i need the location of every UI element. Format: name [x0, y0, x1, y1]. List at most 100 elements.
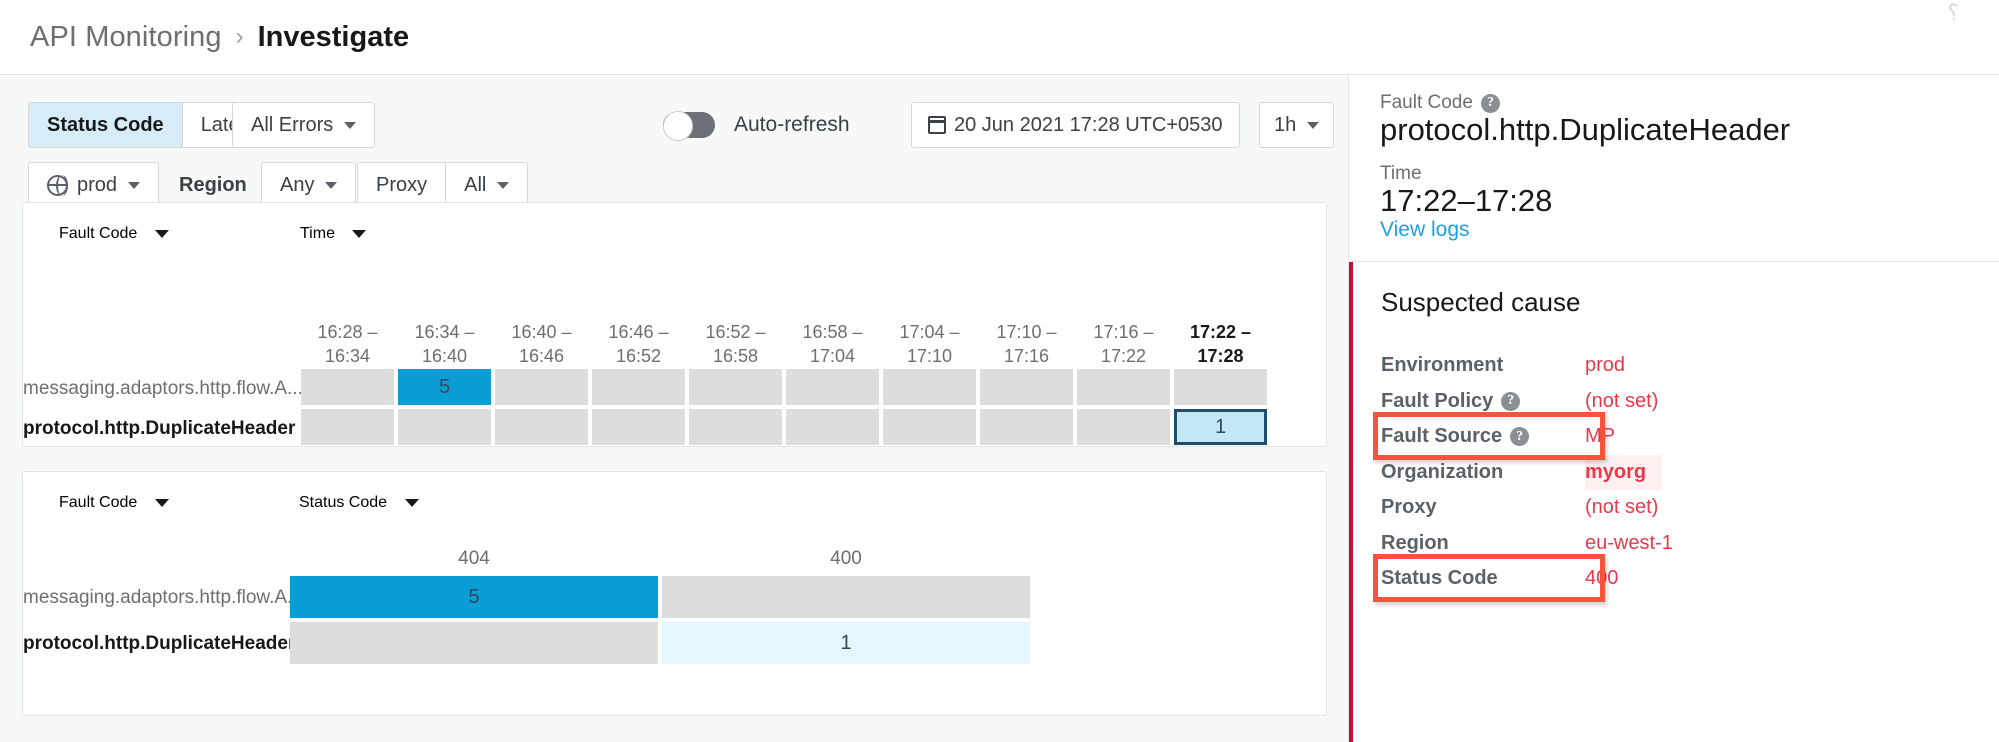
heatmap-cell[interactable] — [592, 409, 685, 445]
auto-refresh-toggle[interactable] — [663, 111, 715, 141]
chevron-down-icon — [404, 499, 419, 507]
chevron-down-icon — [1307, 121, 1320, 129]
time-column-header: 17:04 –17:10 — [899, 322, 960, 367]
status-bar[interactable] — [662, 576, 1030, 618]
highlight-box — [1373, 412, 1605, 460]
detail-fault-code-value: protocol.http.DuplicateHeader — [1380, 112, 1791, 147]
page-title: Investigate — [257, 20, 410, 53]
cause-label: Status Code — [1381, 561, 1498, 596]
heatmap-cell[interactable] — [301, 369, 394, 405]
region-value-label: Any — [280, 173, 315, 196]
heatmap-row-label[interactable]: messaging.adaptors.http.flow.A... — [23, 378, 303, 399]
auto-refresh-label: Auto-refresh — [734, 113, 850, 136]
status-bar[interactable]: 5 — [290, 576, 658, 618]
time-column-header: 16:34 –16:40 — [414, 322, 475, 367]
time-column-header: 16:58 –17:04 — [802, 322, 863, 367]
status-bar-selected[interactable]: 1 — [662, 622, 1030, 664]
cause-value: eu-west-1 — [1585, 531, 1673, 554]
help-icon[interactable]: ? — [1501, 391, 1521, 411]
heatmap-cell[interactable] — [495, 409, 588, 445]
date-range-picker[interactable]: 20 Jun 2021 17:28 UTC+0530 — [911, 102, 1240, 148]
cause-label: Environment — [1381, 348, 1503, 383]
panel-status-row-dimension[interactable]: Fault Code — [59, 494, 169, 512]
cause-value: myorg — [1585, 454, 1663, 490]
environment-dropdown[interactable]: prod — [28, 162, 160, 208]
heatmap-cell[interactable] — [301, 409, 394, 445]
panel-status-col-dimension[interactable]: Status Code — [299, 494, 419, 512]
heatmap-cell[interactable] — [398, 409, 491, 445]
heatmap-cell[interactable] — [883, 409, 976, 445]
view-logs-link[interactable]: View logs — [1380, 218, 1470, 241]
status-bar[interactable] — [290, 622, 658, 664]
time-column-header: 17:22 –17:28 — [1189, 322, 1252, 367]
heatmap-cell[interactable] — [1077, 409, 1170, 445]
cause-label: Fault Policy? — [1381, 384, 1521, 419]
proxy-value-label: All — [464, 173, 487, 196]
heatmap-cell[interactable] — [495, 369, 588, 405]
cause-row: Fault Policy? (not set) — [1353, 384, 1999, 419]
suspected-cause-title: Suspected cause — [1381, 287, 1581, 317]
heatmap-cell-selected[interactable]: 1 — [1174, 409, 1267, 445]
chevron-down-icon — [154, 499, 169, 507]
proxy-label-button[interactable]: Proxy — [357, 162, 447, 208]
panel-time-row-dimension[interactable]: Fault Code — [59, 225, 169, 243]
heatmap-cell[interactable] — [689, 409, 782, 445]
panel-time-col-dimension-label: Time — [300, 225, 335, 242]
cause-value: prod — [1585, 354, 1626, 376]
cause-row: Organization myorg — [1353, 454, 1999, 490]
help-icon[interactable]: ? — [1510, 427, 1530, 446]
highlight-box — [1373, 554, 1605, 602]
bar-row-label[interactable]: messaging.adaptors.http.flow.A... — [23, 587, 303, 608]
all-errors-dropdown[interactable]: All Errors — [232, 102, 376, 148]
cause-label-text: Fault Policy — [1381, 389, 1494, 412]
globe-icon — [47, 174, 68, 196]
interval-dropdown[interactable]: 1h — [1259, 102, 1335, 148]
detail-time-label: Time — [1380, 163, 1422, 184]
cause-row: Fault Source? MP — [1353, 419, 1999, 454]
cause-label-text: Organization — [1381, 460, 1504, 483]
proxy-control-group: Proxy All — [357, 162, 529, 208]
heatmap-cell[interactable] — [980, 409, 1073, 445]
chevron-down-icon — [325, 181, 338, 189]
cause-label: Region — [1381, 526, 1449, 561]
heatmap-cell[interactable] — [592, 369, 685, 405]
tab-status-code[interactable]: Status Code — [28, 102, 183, 148]
panel-time-row-dimension-label: Fault Code — [59, 225, 138, 242]
breadcrumb-separator-icon: › — [235, 23, 244, 50]
heatmap-cell[interactable] — [1174, 369, 1267, 405]
proxy-dropdown[interactable]: All — [445, 162, 529, 208]
auto-refresh-control[interactable]: Auto-refresh — [663, 102, 850, 148]
cause-label: Fault Source? — [1381, 419, 1530, 454]
heatmap-cell[interactable] — [883, 369, 976, 405]
panel-status-col-dimension-label: Status Code — [299, 494, 388, 511]
cause-label-text: Status Code — [1381, 567, 1498, 589]
date-range-label: 20 Jun 2021 17:28 UTC+0530 — [954, 113, 1223, 136]
heatmap-cell[interactable] — [689, 369, 782, 405]
bar-row-label[interactable]: protocol.http.DuplicateHeader — [23, 633, 296, 654]
panel-time-col-dimension[interactable]: Time — [300, 225, 367, 243]
cause-label: Proxy — [1381, 490, 1437, 525]
heatmap-cell[interactable] — [1077, 369, 1170, 405]
cause-label-text: Environment — [1381, 354, 1504, 376]
heatmap-cell[interactable] — [786, 369, 879, 405]
help-icon[interactable]: ? — [1480, 93, 1500, 113]
detail-fault-code-label: Fault Code ? — [1380, 92, 1500, 114]
cause-value: (not set) — [1585, 389, 1659, 412]
fault-code-status-panel: Fault Code Status Code 404 400 messaging.a… — [22, 471, 1327, 716]
chevron-down-icon — [154, 230, 169, 238]
heatmap-cell[interactable]: 5 — [398, 369, 491, 405]
time-column-header: 17:16 –17:22 — [1093, 322, 1154, 367]
top-right-mark-icon: ⸮ — [1947, 0, 1959, 25]
cause-label-text: Fault Source — [1381, 425, 1503, 447]
heatmap-cell[interactable] — [786, 409, 879, 445]
time-column-header: 16:46 –16:52 — [608, 322, 669, 367]
environment-label: prod — [77, 173, 118, 196]
time-column-header: 16:52 –16:58 — [705, 322, 766, 367]
time-column-header: 16:28 –16:34 — [317, 322, 378, 367]
cause-label-text: Region — [1381, 531, 1449, 554]
breadcrumb-bar: API Monitoring › Investigate ⸮ — [0, 0, 1999, 75]
breadcrumb-link-api-monitoring[interactable]: API Monitoring — [30, 20, 222, 53]
heatmap-row-label[interactable]: protocol.http.DuplicateHeader — [23, 418, 296, 439]
all-errors-label: All Errors — [251, 113, 334, 136]
heatmap-cell[interactable] — [980, 369, 1073, 405]
